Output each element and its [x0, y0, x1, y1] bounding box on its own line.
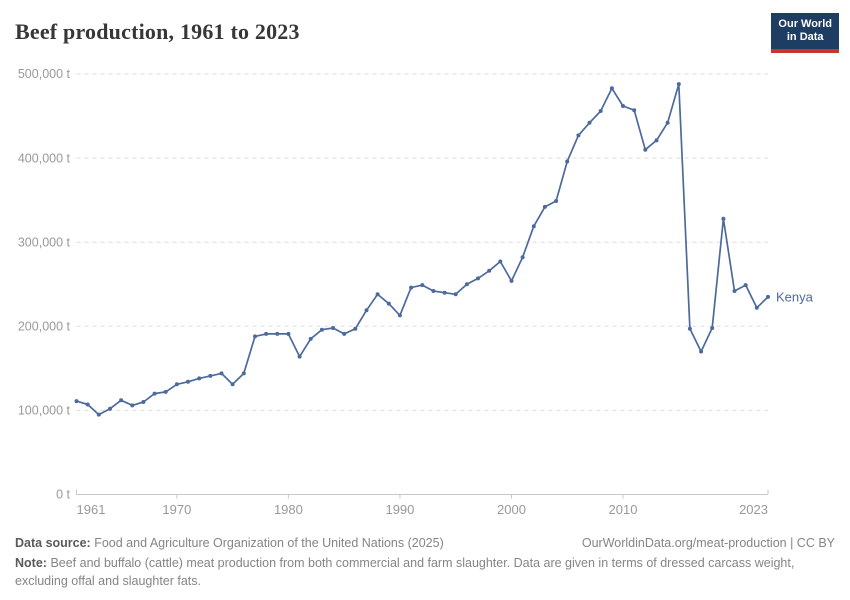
data-point[interactable]	[743, 283, 748, 288]
data-source-value: Food and Agriculture Organization of the…	[94, 536, 444, 550]
data-point[interactable]	[375, 292, 380, 297]
data-point[interactable]	[397, 313, 402, 318]
data-point[interactable]	[453, 292, 458, 297]
data-point[interactable]	[174, 382, 179, 387]
data-point[interactable]	[364, 308, 369, 313]
data-point[interactable]	[253, 334, 257, 339]
note-text: Note: Beef and buffalo (cattle) meat pro…	[15, 554, 835, 590]
x-axis-tick-label: 1990	[385, 502, 414, 517]
y-axis-tick-label: 0 t	[56, 488, 70, 502]
data-point[interactable]	[241, 371, 246, 376]
data-point[interactable]	[654, 138, 659, 143]
data-point[interactable]	[643, 147, 648, 152]
data-point[interactable]	[219, 371, 224, 376]
x-axis-tick-label: 2000	[497, 502, 526, 517]
data-point[interactable]	[609, 86, 614, 91]
y-axis-tick-label: 400,000 t	[18, 151, 71, 165]
data-point[interactable]	[197, 376, 202, 381]
data-point[interactable]	[665, 120, 670, 125]
x-axis-tick-label: 1961	[77, 502, 106, 517]
note-label: Note:	[15, 556, 47, 570]
data-point[interactable]	[498, 259, 503, 264]
y-axis-tick-label: 300,000 t	[18, 235, 71, 249]
data-point[interactable]	[85, 402, 90, 407]
data-point[interactable]	[766, 294, 770, 299]
data-point[interactable]	[141, 400, 146, 404]
line-chart[interactable]: 0 t 100,000 t 200,000 t 300,000 t 400,000 t 5…	[0, 0, 850, 530]
data-point[interactable]	[676, 82, 681, 87]
data-point[interactable]	[598, 109, 603, 113]
data-point[interactable]	[431, 289, 436, 293]
chart-footer: Data source: Food and Agriculture Organi…	[15, 534, 835, 590]
data-point[interactable]	[74, 399, 79, 404]
y-axis-tick-label: 500,000 t	[18, 67, 71, 81]
data-point[interactable]	[96, 412, 101, 417]
chart-url-license-link[interactable]: OurWorldinData.org/meat-production | CC …	[581, 536, 835, 550]
data-point[interactable]	[710, 326, 715, 330]
owid-logo[interactable]: Our World in Data	[771, 13, 839, 53]
data-point[interactable]	[554, 199, 559, 203]
data-point[interactable]	[152, 391, 157, 396]
data-point[interactable]	[386, 301, 391, 306]
data-point[interactable]	[520, 255, 525, 260]
data-point[interactable]	[119, 398, 124, 403]
data-point[interactable]	[576, 133, 581, 138]
data-point[interactable]	[509, 278, 514, 283]
owid-logo-line1: Our World	[778, 18, 832, 30]
data-point[interactable]	[409, 285, 414, 290]
data-point[interactable]	[420, 283, 425, 288]
data-point[interactable]	[442, 290, 447, 295]
data-point[interactable]	[687, 326, 692, 331]
data-point[interactable]	[587, 120, 592, 125]
data-point[interactable]	[186, 379, 190, 384]
data-point[interactable]	[464, 282, 469, 287]
x-axis-tick-label: 1980	[274, 502, 303, 517]
owid-logo-line2: in Data	[786, 31, 824, 43]
data-source-text: Data source: Food and Agriculture Organi…	[15, 534, 444, 552]
data-point[interactable]	[721, 216, 726, 221]
data-point[interactable]	[208, 373, 213, 378]
data-point[interactable]	[476, 276, 480, 281]
data-point[interactable]	[230, 382, 235, 387]
data-point[interactable]	[699, 349, 704, 354]
data-point[interactable]	[487, 268, 492, 273]
data-point[interactable]	[754, 305, 759, 310]
chart-title: Beef production, 1961 to 2023	[15, 19, 300, 44]
data-point[interactable]	[331, 326, 335, 330]
data-point[interactable]	[319, 327, 324, 332]
data-point[interactable]	[286, 331, 291, 336]
data-point[interactable]	[565, 159, 570, 164]
data-point[interactable]	[297, 354, 302, 359]
data-point[interactable]	[531, 224, 536, 229]
data-point[interactable]	[632, 108, 637, 113]
data-point[interactable]	[264, 331, 269, 336]
data-point[interactable]	[275, 331, 280, 336]
data-point[interactable]	[108, 406, 112, 411]
data-point[interactable]	[732, 289, 737, 293]
series-line-kenya[interactable]	[75, 83, 769, 416]
x-axis-tick-label: 2023	[739, 502, 768, 517]
data-point[interactable]	[130, 403, 135, 408]
data-point[interactable]	[353, 326, 358, 331]
x-axis-tick-label: 1970	[162, 502, 191, 517]
data-source-label: Data source:	[15, 536, 91, 550]
data-point[interactable]	[542, 204, 547, 209]
data-point[interactable]	[163, 389, 168, 394]
note-value: Beef and buffalo (cattle) meat productio…	[15, 556, 795, 588]
x-axis-tick-label: 2010	[609, 502, 638, 517]
data-point[interactable]	[342, 331, 347, 336]
y-axis-tick-label: 100,000 t	[18, 404, 71, 418]
data-point[interactable]	[308, 336, 313, 341]
series-label[interactable]: Kenya	[776, 289, 814, 304]
data-point[interactable]	[621, 104, 625, 108]
y-axis-tick-label: 200,000 t	[18, 320, 71, 334]
